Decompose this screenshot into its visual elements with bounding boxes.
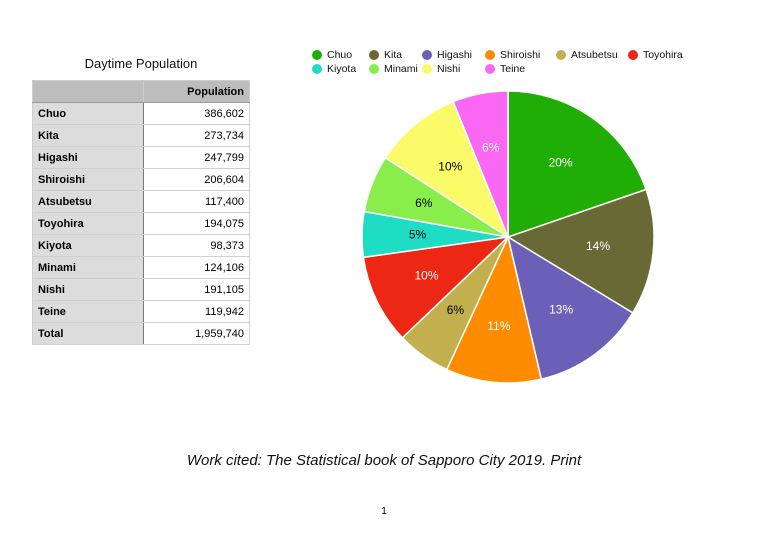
legend-label: Minami — [384, 62, 418, 75]
legend-label: Chuo — [327, 48, 353, 61]
row-label: Atsubetsu — [32, 190, 144, 213]
legend-item: Teine — [485, 62, 556, 75]
table-header-blank — [32, 80, 144, 103]
row-label: Toyohira — [32, 212, 144, 235]
row-value: 273,734 — [143, 124, 250, 147]
pie-label-shiroishi: 11% — [487, 319, 510, 333]
pie-slice-toyohira — [362, 235, 511, 339]
table-row: Minami 124,106 — [32, 256, 250, 279]
row-label: Higashi — [32, 146, 144, 169]
row-value: 247,799 — [143, 146, 250, 169]
page-number: 1 — [381, 506, 387, 517]
pie-slice-teine — [452, 90, 509, 238]
legend-label: Kiyota — [327, 62, 357, 75]
table-header-population: Population — [143, 80, 250, 103]
row-value: 386,602 — [143, 102, 250, 125]
table-header-row: Population — [32, 80, 250, 103]
legend-item: Atsubetsu — [556, 48, 628, 61]
row-label: Shiroishi — [32, 168, 144, 191]
table-row: Nishi 191,105 — [32, 278, 250, 301]
chart-legend: Chuo Kita Higashi Shiroishi Atsubetsu Toyohir… — [312, 48, 732, 76]
legend-row: Chuo Kita Higashi Shiroishi Atsubetsu Toyohir… — [312, 48, 732, 61]
legend-label: Toyohira — [643, 48, 683, 61]
table-row: Atsubetsu 117,400 — [32, 190, 250, 213]
total-value: 1,959,740 — [143, 322, 250, 345]
row-label: Teine — [32, 300, 144, 323]
legend-swatch — [312, 63, 322, 74]
legend-label: Shiroishi — [500, 48, 541, 61]
pie-label-toyohira: 10% — [415, 269, 439, 283]
table-total-row: Total 1,959,740 — [32, 322, 250, 345]
pie-slice-nishi — [384, 100, 510, 239]
legend-label: Atsubetsu — [571, 48, 618, 61]
legend-item: Shiroishi — [485, 48, 556, 61]
legend-item: Kita — [369, 48, 422, 61]
legend-row: Kiyota Minami Nishi Teine — [312, 62, 732, 75]
pie-chart: 20% 14% 13% 11% 6% 10% 5% 6% 10% 6% — [361, 90, 655, 384]
pie-label-kiyota: 5% — [409, 228, 427, 242]
citation-text: Work cited: The Statistical book of Sapp… — [186, 452, 582, 469]
legend-swatch — [422, 63, 432, 74]
pie-label-higashi: 13% — [549, 302, 573, 316]
table-title: Daytime Population — [84, 56, 198, 71]
row-value: 191,105 — [143, 278, 250, 301]
legend-item: Higashi — [422, 48, 485, 61]
pie-label-teine: 6% — [482, 140, 500, 154]
row-value: 117,400 — [143, 190, 250, 213]
legend-swatch — [312, 49, 322, 60]
legend-item: Kiyota — [312, 62, 369, 75]
table-row: Shiroishi 206,604 — [32, 168, 250, 191]
pie-label-chuo: 20% — [549, 155, 573, 169]
legend-swatch — [369, 49, 379, 60]
table-row: Toyohira 194,075 — [32, 212, 250, 235]
legend-swatch — [485, 63, 495, 74]
table-row: Higashi 247,799 — [32, 146, 250, 169]
table-row: Chuo 386,602 — [32, 102, 250, 125]
row-value: 119,942 — [143, 300, 250, 323]
row-label: Chuo — [32, 102, 144, 125]
legend-swatch — [556, 49, 566, 60]
legend-label: Nishi — [437, 62, 461, 75]
table-row: Teine 119,942 — [32, 300, 250, 323]
legend-label: Teine — [500, 62, 526, 75]
pie-label-minami: 6% — [415, 196, 433, 210]
row-label: Nishi — [32, 278, 144, 301]
pie-label-atsubetsu: 6% — [447, 303, 465, 317]
legend-item: Nishi — [422, 62, 485, 75]
pie-slice-higashi — [506, 235, 634, 381]
legend-label: Higashi — [437, 48, 473, 61]
legend-swatch — [485, 49, 495, 60]
row-value: 206,604 — [143, 168, 250, 191]
table-row: Kiyota 98,373 — [32, 234, 250, 257]
row-label: Minami — [32, 256, 144, 279]
row-value: 98,373 — [143, 234, 250, 257]
total-label: Total — [32, 322, 144, 345]
row-label: Kita — [32, 124, 144, 147]
pie-slice-shiroishi — [445, 234, 543, 384]
legend-item: Toyohira — [628, 48, 698, 61]
legend-item: Minami — [369, 62, 422, 75]
table-row: Kita 273,734 — [32, 124, 250, 147]
row-label: Kiyota — [32, 234, 144, 257]
row-value: 194,075 — [143, 212, 250, 235]
population-table: Population Chuo 386,602 Kita 273,734 Higas… — [32, 80, 250, 345]
legend-label: Kita — [384, 48, 403, 61]
pie-label-nishi: 10% — [438, 159, 462, 173]
legend-item: Chuo — [312, 48, 369, 61]
pie-slice-kita — [506, 188, 655, 314]
legend-swatch — [628, 49, 638, 60]
legend-swatch — [369, 63, 379, 74]
row-value: 124,106 — [143, 256, 250, 279]
pie-label-kita: 14% — [586, 239, 610, 253]
legend-swatch — [422, 49, 432, 60]
pie-slice-chuo — [507, 90, 648, 239]
